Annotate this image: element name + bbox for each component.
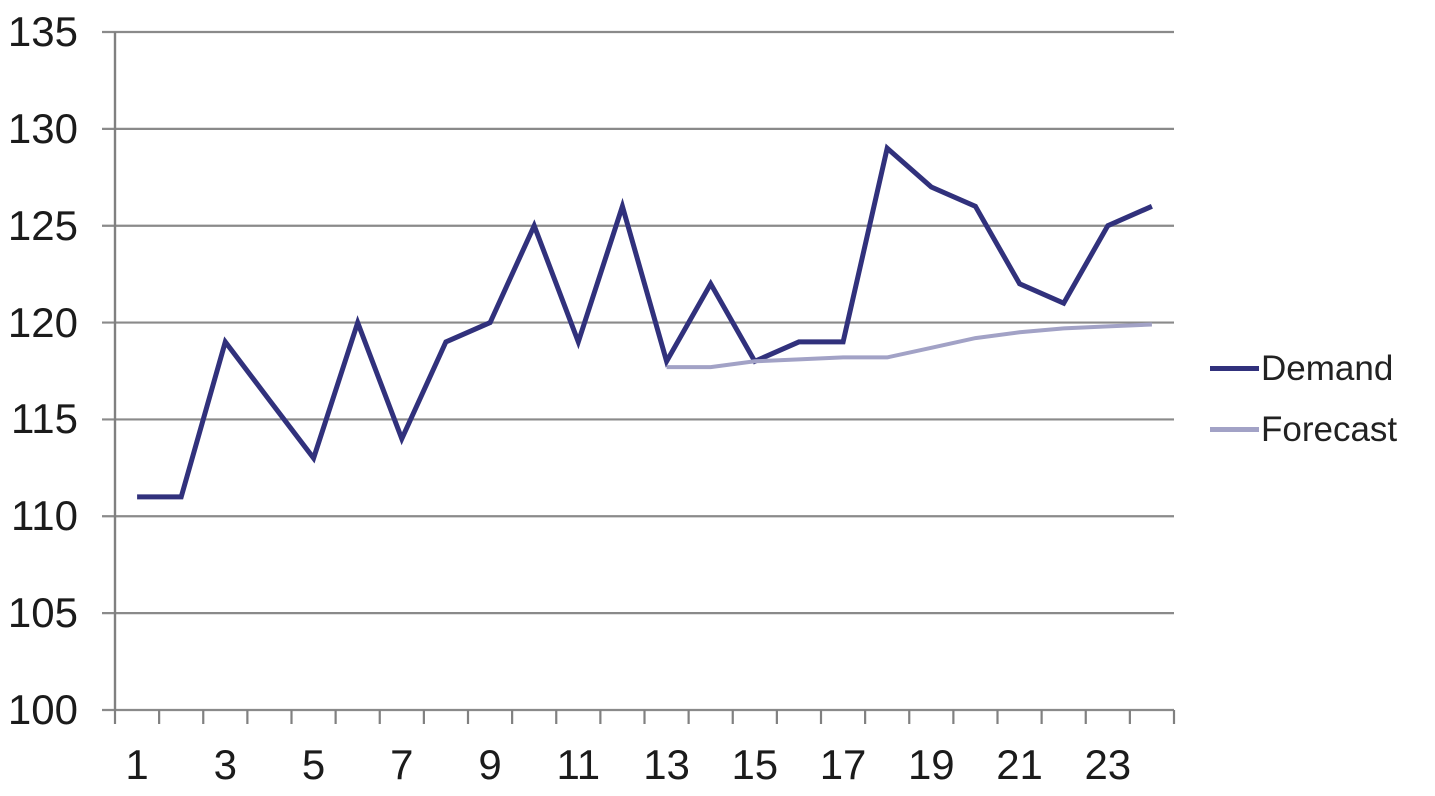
y-tick-label-115: 115 [11,395,78,443]
x-tick-label-13: 13 [643,741,690,788]
forecast-series-line [666,322,1152,370]
x-tick-label-9: 9 [478,741,502,788]
x-tick-label-7: 7 [390,741,414,788]
legend-label-demand: Demand [1261,348,1394,388]
y-tick-label-130: 130 [7,104,78,152]
x-tick-label-17: 17 [819,741,867,788]
legend: Demand Forecast [1210,338,1397,460]
x-tick-label-1: 1 [125,741,149,788]
x-tick-label-19: 19 [907,741,955,788]
x-tick-label-23: 23 [1084,741,1132,788]
forecast-line-swatch [1210,427,1259,432]
legend-item-demand: Demand [1210,338,1397,399]
x-tick-label-11: 11 [556,741,601,788]
demand-series-line [137,143,1153,500]
legend-item-forecast: Forecast [1210,399,1397,460]
y-tick-label-120: 120 [7,298,78,346]
x-tick-label-21: 21 [996,741,1043,788]
y-tick-label-105: 105 [7,589,78,637]
x-tick-label-15: 15 [731,741,779,788]
y-tick-label-110: 110 [11,492,78,540]
demand-line-swatch [1210,366,1259,371]
y-tick-label-135: 135 [7,8,78,55]
x-tick-label-5: 5 [301,741,326,788]
y-tick-label-125: 125 [7,201,78,249]
x-tick-label-3: 3 [213,741,237,788]
legend-label-forecast: Forecast [1261,409,1398,449]
y-tick-label-100: 100 [7,686,78,733]
